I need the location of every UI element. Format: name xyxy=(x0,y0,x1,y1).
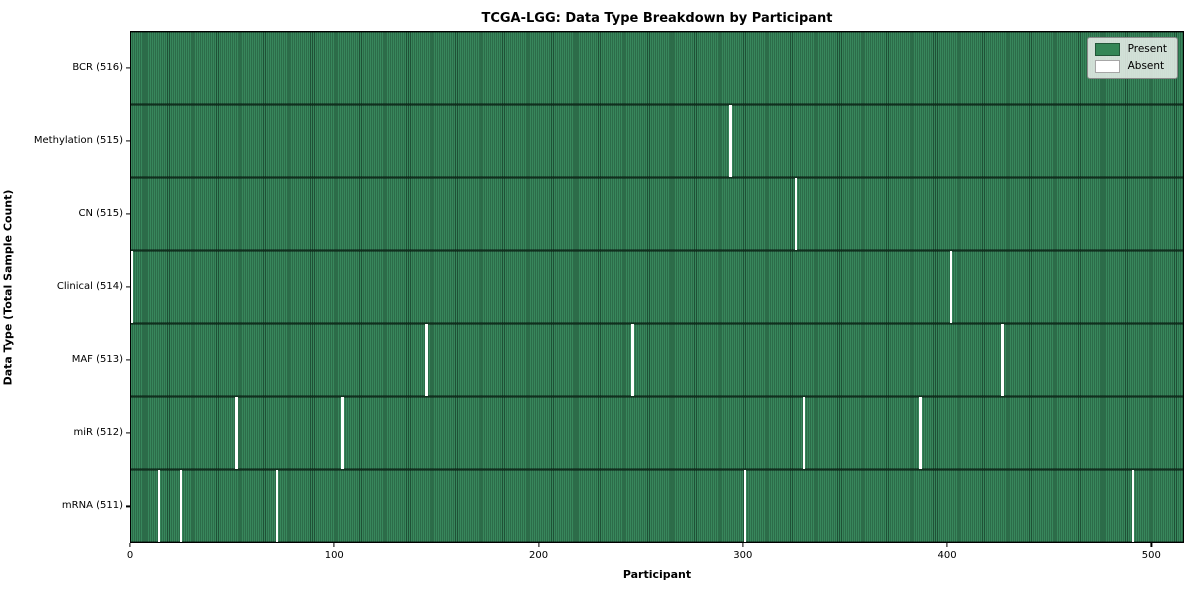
y-tick-label: Clinical (514) xyxy=(56,281,123,292)
x-tick-mark xyxy=(537,543,540,547)
heatmap-row-MAF xyxy=(131,324,1183,397)
x-tick-mark xyxy=(129,543,131,547)
x-tick-mark xyxy=(333,543,335,547)
x-tick-label: 300 xyxy=(733,550,753,561)
heatmap-row-Clinical xyxy=(131,251,1183,324)
heatmap-row-mRNA xyxy=(131,470,1183,542)
x-tick-label: 100 xyxy=(324,550,344,561)
absent-gap xyxy=(743,470,747,542)
absent-gap xyxy=(1001,324,1004,396)
y-tick-label: miR (512) xyxy=(73,427,123,439)
legend-swatch-absent xyxy=(1094,60,1120,73)
x-axis-label: Participant xyxy=(622,568,692,581)
y-tick-label: Methylation (515) xyxy=(33,134,123,146)
y-tick-mark xyxy=(126,213,130,215)
absent-gap xyxy=(235,397,238,469)
y-tick-mark xyxy=(126,286,130,288)
heatmap-row-Methylation xyxy=(131,105,1183,178)
y-tick-mark xyxy=(126,432,130,434)
y-tick-mark xyxy=(126,66,130,69)
heatmap-row-CN xyxy=(131,178,1183,251)
y-tick-mark xyxy=(126,140,130,142)
y-tick-label: CN (515) xyxy=(78,207,123,219)
legend-label: Present xyxy=(1127,43,1167,55)
x-tick-mark xyxy=(1150,543,1152,547)
x-tick-label: 400 xyxy=(937,550,957,561)
y-tick-label: MAF (513) xyxy=(71,354,123,366)
absent-gap xyxy=(425,324,428,396)
x-tick-mark xyxy=(742,543,744,547)
absent-gap xyxy=(631,324,634,396)
legend-swatch-present xyxy=(1094,43,1120,56)
absent-gap xyxy=(180,470,183,542)
legend-entry-present: Present xyxy=(1094,43,1167,56)
y-tick-label: mRNA (511) xyxy=(61,500,123,512)
heatmap-row-miR xyxy=(131,397,1183,470)
legend: Present Absent xyxy=(1086,37,1178,79)
x-tick-label: 500 xyxy=(1141,550,1161,561)
y-tick-label: BCR (516) xyxy=(72,61,123,73)
legend-entry-absent: Absent xyxy=(1094,60,1167,73)
x-tick-label: 0 xyxy=(126,550,134,561)
absent-gap xyxy=(729,105,732,177)
y-tick-mark xyxy=(126,359,130,361)
x-tick-label: 200 xyxy=(528,550,549,561)
y-tick-mark xyxy=(126,505,130,508)
chart-title: TCGA-LGG: Data Type Breakdown by Partici… xyxy=(481,11,833,26)
absent-gap xyxy=(794,178,798,250)
absent-gap xyxy=(131,251,134,323)
plot-area xyxy=(130,31,1184,543)
absent-gap xyxy=(1131,470,1135,542)
heatmap-row-BCR xyxy=(131,32,1183,105)
absent-gap xyxy=(803,397,806,469)
absent-gap xyxy=(157,470,160,542)
legend-label: Absent xyxy=(1127,60,1165,72)
absent-gap xyxy=(950,251,953,323)
x-tick-mark xyxy=(946,543,948,547)
absent-gap xyxy=(919,397,922,469)
absent-gap xyxy=(276,470,279,542)
absent-gap xyxy=(341,397,344,469)
